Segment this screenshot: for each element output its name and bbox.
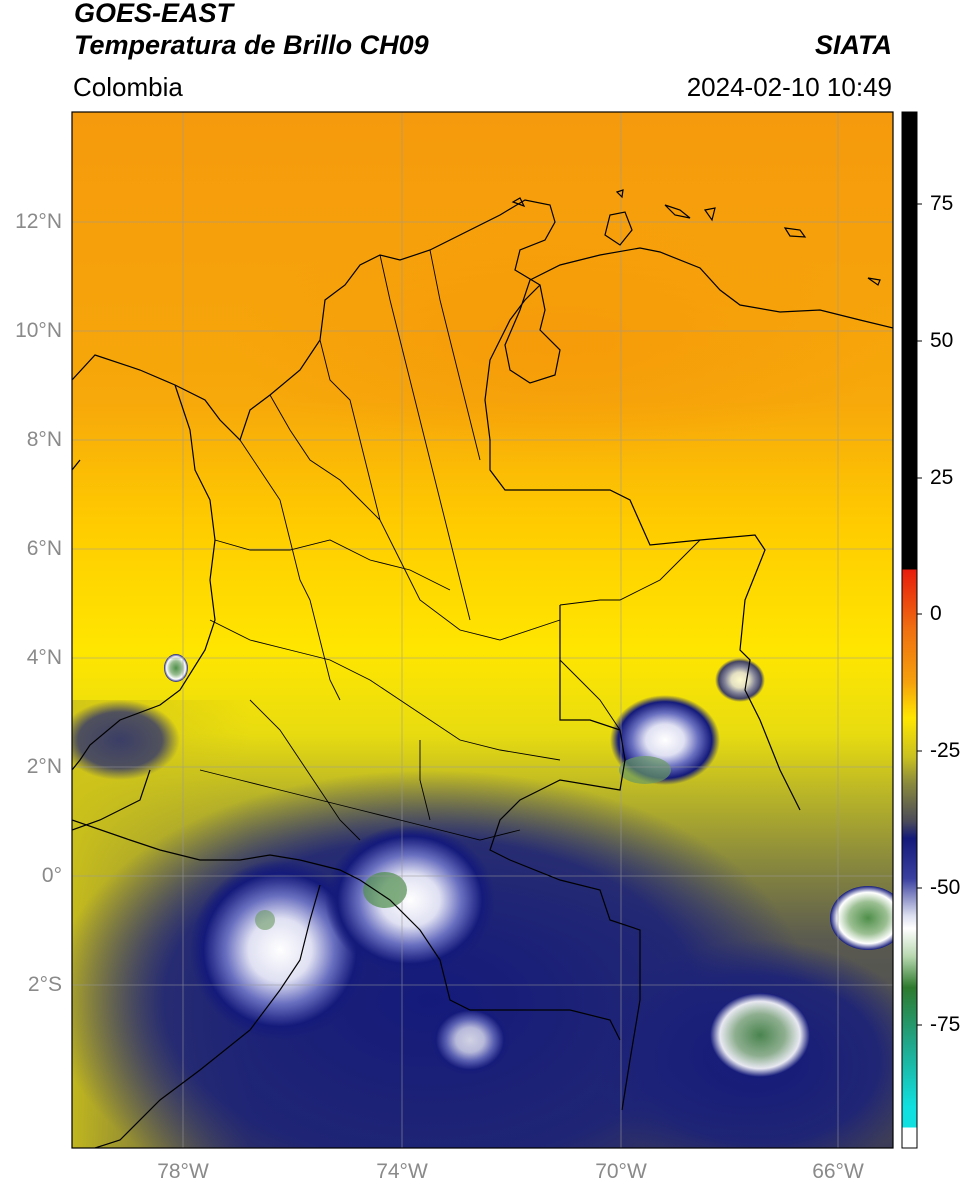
- colorbar-ticks: [917, 203, 922, 1026]
- colorbar-label-0: 0: [930, 602, 942, 625]
- border-colombia-peru-ecuador: [72, 819, 621, 1041]
- lon-label-66w: 66°W: [812, 1160, 864, 1183]
- lat-label-2n: 2°N: [26, 755, 62, 778]
- map-frame: [71, 111, 894, 1149]
- colorbar-label-minus50: -50: [930, 876, 961, 899]
- convective-cloud: [190, 860, 370, 1040]
- satellite-title: GOES-EAST: [74, 0, 234, 28]
- datetime-label: 2024-02-10 10:49: [686, 72, 892, 102]
- colorbar: [901, 111, 918, 1149]
- lat-label-0: 0°: [41, 864, 62, 887]
- department-borders: [199, 249, 701, 841]
- lon-label-78w: 78°W: [157, 1160, 209, 1183]
- colorbar-label-75: 75: [930, 192, 954, 215]
- lon-label-74w: 74°W: [376, 1160, 428, 1183]
- border-colombia-venezuela: [484, 284, 801, 811]
- product-title: Temperatura de Brillo CH09: [74, 30, 429, 60]
- lat-label-12n: 12°N: [15, 210, 62, 233]
- coastline: [72, 199, 893, 442]
- colorbar-label-minus75: -75: [930, 1013, 961, 1036]
- colorbar-label-50: 50: [930, 329, 954, 352]
- colorbar-label-25: 25: [930, 466, 954, 489]
- colorbar-label-minus25: -25: [930, 739, 961, 762]
- convective-cloud: [325, 825, 495, 975]
- region-label: Colombia: [73, 72, 183, 102]
- lat-label-10n: 10°N: [15, 319, 62, 342]
- borders: [72, 189, 893, 1148]
- lat-label-2s: 2°S: [27, 973, 62, 996]
- lat-label-4n: 4°N: [26, 646, 62, 669]
- agency-label: SIATA: [815, 30, 892, 60]
- lat-label-6n: 6°N: [26, 537, 62, 560]
- lon-label-70w: 70°W: [595, 1160, 647, 1183]
- border-ecuador-peru: [94, 884, 321, 1148]
- graticule: [72, 112, 893, 1148]
- lat-label-8n: 8°N: [26, 428, 62, 451]
- brightness-temperature-field: [72, 112, 893, 1148]
- islands: [511, 189, 881, 286]
